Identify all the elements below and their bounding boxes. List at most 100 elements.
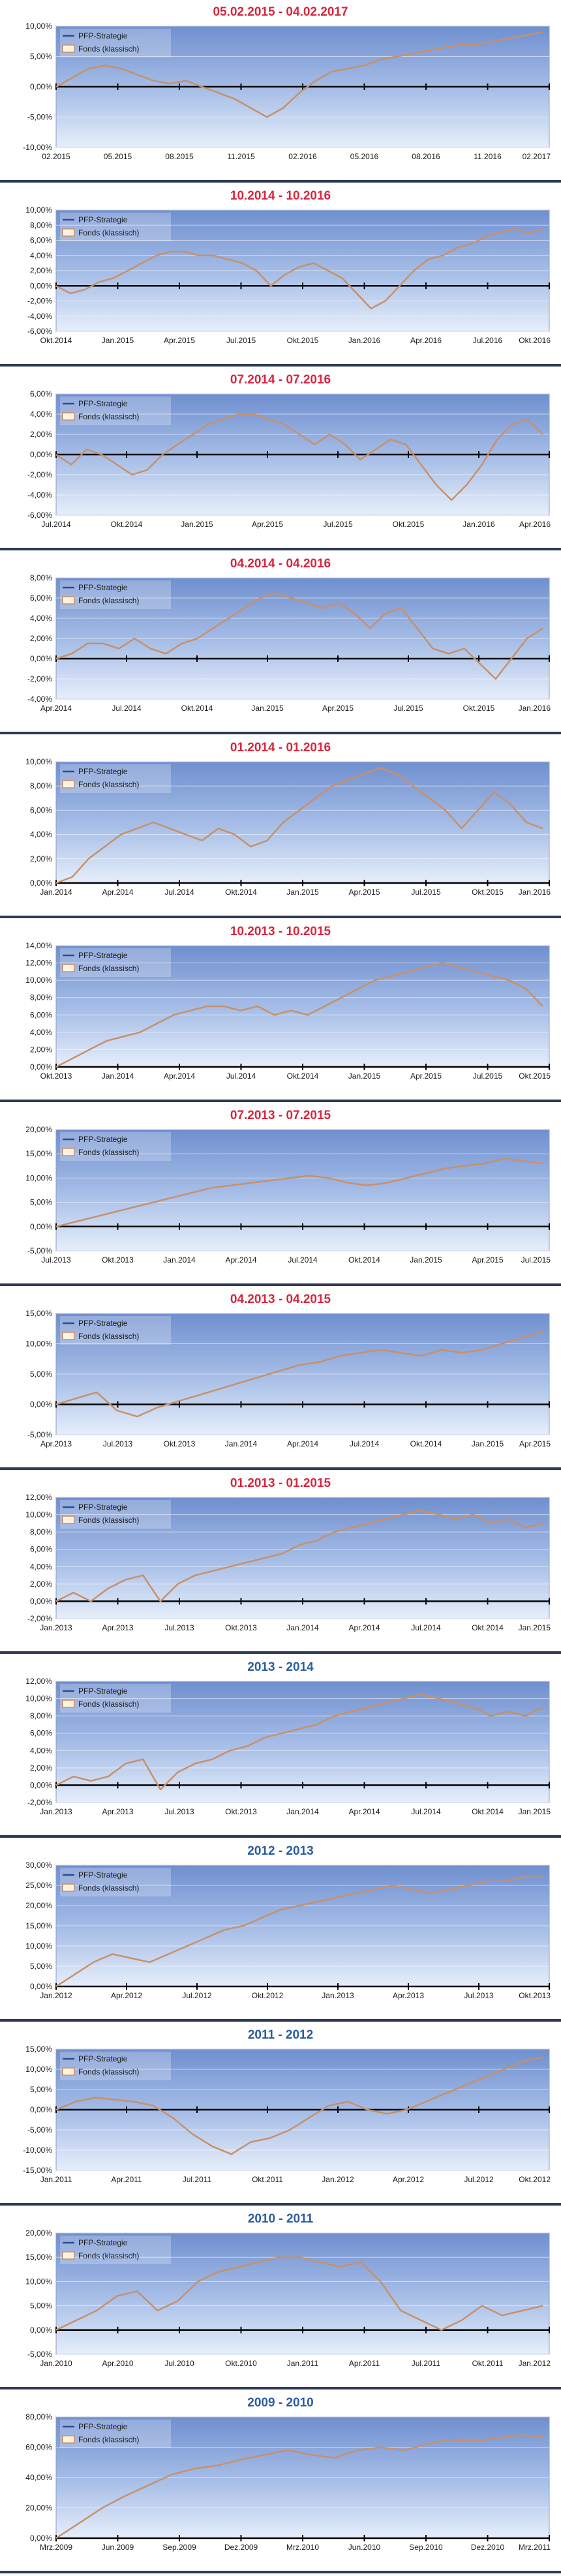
x-tick-label: Jan.2015	[102, 336, 134, 345]
x-tick-label: 11.2016	[474, 152, 502, 161]
x-tick-label: Apr.2013	[40, 1439, 72, 1448]
x-tick-label: Jan.2013	[40, 1623, 72, 1632]
x-tick-label: Mrz.2011	[519, 2543, 551, 2552]
y-tick-label: 20,00%	[25, 1901, 52, 1910]
x-tick-label: Jan.2015	[519, 1623, 551, 1632]
x-tick-label: Apr.2014	[40, 704, 72, 713]
chart-svg: 10,00% 8,00% 6,00% 4,00% 2,00% 0,00%Jan.2014 A…	[25, 757, 551, 897]
legend-label-fonds: Fonds (klassisch)	[78, 2067, 139, 2076]
x-tick-label: Apr.2015	[472, 1255, 503, 1265]
x-tick-label: Apr.2013	[102, 1807, 133, 1816]
y-tick-label: -4,00%	[27, 490, 52, 500]
x-tick-label: Okt.2015	[519, 1071, 551, 1081]
chart-svg: 8,00%6,00%4,00%2,00%0,00%-2,00%-4,00%Apr…	[27, 573, 551, 713]
x-tick-label: Jan.2015	[348, 1071, 381, 1081]
x-tick-label: 08.2016	[412, 152, 440, 161]
panel-separator	[0, 1100, 561, 1102]
y-tick-label: 0,00%	[30, 82, 52, 91]
y-tick-label: 5,00%	[30, 2085, 52, 2094]
chart-svg: 15,00% 10,00% 5,00% 0,00% -5,00%Apr.2013 Jul.…	[25, 1309, 551, 1448]
x-tick-label: Jul.2010	[164, 2359, 194, 2368]
plot-area	[55, 2232, 550, 2355]
legend-swatch-fonds	[62, 1332, 75, 1340]
panel-separator	[0, 2387, 561, 2389]
legend-label-pfp: PFP-Strategie	[78, 1686, 128, 1696]
legend-label-fonds: Fonds (klassisch)	[78, 780, 139, 789]
y-tick-label: -2,00%	[27, 674, 52, 683]
legend-label-pfp: PFP-Strategie	[78, 2422, 128, 2431]
legend-label-fonds: Fonds (klassisch)	[78, 1700, 139, 1709]
x-tick-label: Okt.2016	[519, 336, 551, 345]
y-tick-label: 10,00%	[25, 976, 52, 985]
y-tick-label: 5,00%	[30, 2301, 52, 2311]
legend: PFP-Strategie Fonds (klassisch)	[60, 29, 171, 57]
x-tick-label: 02.2017	[523, 152, 551, 161]
legend-label-pfp: PFP-Strategie	[78, 31, 128, 40]
y-tick-label: 10,00%	[25, 1173, 52, 1182]
chart-title: 10.2014 - 10.2016	[230, 189, 331, 203]
x-tick-label: 05.2015	[104, 152, 132, 161]
x-tick-label: Jan.2013	[322, 1991, 354, 2000]
legend-swatch-fonds	[62, 596, 75, 605]
legend-swatch-fonds	[62, 44, 75, 53]
y-tick-label: -2,00%	[27, 297, 52, 306]
y-tick-label: 80,00%	[25, 2412, 52, 2421]
x-tick-label: Mrz.2010	[286, 2543, 319, 2552]
legend-box	[60, 397, 171, 425]
legend-label-fonds: Fonds (klassisch)	[78, 2435, 139, 2444]
x-tick-label: Okt.2014	[472, 1623, 504, 1632]
chart-panel: 2010 - 2011 20,00% 15,00% 10,00% 5,00% 0,00% -…	[0, 2207, 561, 2391]
x-tick-label: Sep.2009	[162, 2543, 196, 2552]
chart-svg: 20,00%15,00%10,00%5,00%0,00%-5,00%Jan.20…	[25, 2228, 551, 2368]
y-tick-label: 8,00%	[30, 220, 52, 230]
x-tick-label: Apr.2014	[164, 1071, 195, 1081]
x-tick-label: Dez.2009	[224, 2543, 258, 2552]
y-tick-label: 10,00%	[25, 205, 52, 215]
x-tick-label: Jul.2014	[164, 888, 194, 897]
chart-title: 2013 - 2014	[247, 1660, 314, 1674]
x-tick-label: Jul.2014	[411, 1623, 441, 1632]
series-line-fonds	[55, 592, 543, 680]
legend-swatch-fonds	[62, 1883, 75, 1892]
x-tick-label: Okt.2013	[519, 1991, 551, 2000]
legend-box	[60, 2052, 171, 2080]
legend-swatch-fonds	[62, 964, 75, 972]
series-line-fonds	[55, 1330, 543, 1418]
x-tick-label: Apr.2012	[393, 2175, 424, 2184]
chart-title: 10.2013 - 10.2015	[230, 925, 331, 938]
y-tick-label: 2,00%	[30, 266, 52, 275]
legend-label-fonds: Fonds (klassisch)	[78, 1883, 139, 1893]
legend-label-fonds: Fonds (klassisch)	[78, 1516, 139, 1525]
legend-label-fonds: Fonds (klassisch)	[78, 2251, 139, 2260]
legend-label-fonds: Fonds (klassisch)	[78, 1332, 139, 1341]
y-tick-label: 5,00%	[30, 52, 52, 61]
x-tick-label: Jan.2012	[322, 2175, 354, 2184]
x-tick-label: Dez.2010	[471, 2543, 505, 2552]
x-tick-label: Jul.2014	[350, 1439, 380, 1448]
y-tick-label: 10,00%	[25, 2277, 52, 2286]
x-tick-label: Jul.2014	[112, 704, 142, 713]
series-line-fonds	[55, 767, 543, 884]
legend: PFP-Strategie Fonds (klassisch)	[60, 1684, 171, 1713]
x-tick-label: Jul.2013	[41, 1255, 71, 1265]
legend-label-pfp: PFP-Strategie	[78, 399, 128, 408]
legend-label-fonds: Fonds (klassisch)	[78, 228, 139, 237]
x-tick-label: Okt.2012	[519, 2175, 551, 2184]
y-tick-label: 10,00%	[25, 1340, 52, 1349]
x-tick-label: Sep.2010	[409, 2543, 443, 2552]
legend-swatch-fonds	[62, 1148, 75, 1156]
y-tick-label: 2,00%	[30, 1763, 52, 1773]
x-tick-label: Jul.2011	[183, 2175, 212, 2184]
x-tick-label: Jun.2010	[348, 2543, 381, 2552]
x-tick-label: Apr.2014	[348, 1807, 380, 1816]
x-tick-label: Okt.2013	[102, 1255, 134, 1265]
y-tick-label: -10,00%	[23, 2146, 52, 2155]
legend-swatch-fonds	[62, 228, 75, 237]
x-tick-label: Jan.2014	[225, 1439, 258, 1448]
x-tick-label: Jun.2009	[102, 2543, 134, 2552]
y-tick-label: 5,00%	[30, 1198, 52, 1207]
y-tick-label: 0,00%	[30, 1400, 52, 1409]
legend-box	[60, 1316, 171, 1345]
y-tick-label: 4,00%	[30, 251, 52, 260]
x-tick-label: Jan.2015	[251, 704, 284, 713]
